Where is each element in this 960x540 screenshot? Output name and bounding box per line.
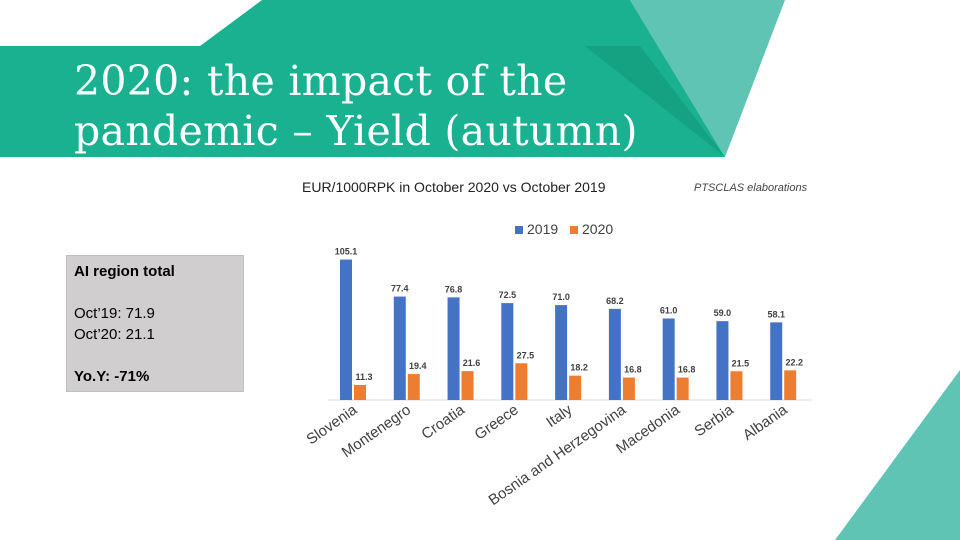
bar-2019-macedonia bbox=[662, 318, 675, 400]
corner-triangle bbox=[835, 370, 960, 540]
bar-2020-macedonia bbox=[676, 377, 689, 400]
bar-2019-bosnia-and-herzegovina bbox=[608, 308, 621, 400]
banner-dark-shape bbox=[0, 0, 725, 157]
summary-yoy: Yo.Y: -71% bbox=[74, 368, 150, 385]
legend-swatch-2019 bbox=[515, 226, 523, 234]
corner-decoration bbox=[835, 370, 960, 540]
title-banner bbox=[0, 0, 785, 157]
summary-heading: AI region total bbox=[74, 263, 175, 280]
bar-2019-croatia bbox=[447, 297, 460, 400]
bar-2019-montenegro bbox=[393, 296, 406, 400]
summary-oct20: Oct’20: 21.1 bbox=[74, 326, 155, 343]
x-tick-label-albania: Albania bbox=[740, 401, 791, 444]
bar-2020-slovenia bbox=[354, 384, 366, 400]
bar-2020-greece bbox=[515, 363, 528, 400]
data-label-2020-serbia: 21.5 bbox=[732, 358, 750, 368]
bar-2020-bosnia-and-herzegovina bbox=[622, 377, 635, 400]
slide-title: 2020: the impact of the pandemic – Yield… bbox=[74, 56, 714, 156]
data-label-2020-macedonia: 16.8 bbox=[678, 365, 696, 375]
slide-title-line1: 2020: the impact of the bbox=[74, 57, 568, 105]
data-label-2020-croatia: 21.6 bbox=[463, 358, 481, 368]
summary-spacer-2 bbox=[74, 345, 236, 366]
bar-2019-italy bbox=[555, 305, 568, 400]
banner-light-triangle bbox=[630, 0, 785, 157]
data-label-2019-slovenia: 105.1 bbox=[335, 247, 358, 257]
yield-bar-chart: 2019 2020105.111.3Slovenia77.419.4Montene… bbox=[303, 221, 812, 509]
source-credit: PTSCLAS elaborations bbox=[694, 182, 808, 194]
data-label-2020-albania: 22.2 bbox=[785, 357, 803, 367]
chart-subtitle: EUR/1000RPK in October 2020 vs October 2… bbox=[302, 179, 606, 195]
data-label-2019-greece: 72.5 bbox=[499, 290, 517, 300]
slide-title-line2: pandemic – Yield (autumn) bbox=[74, 107, 638, 155]
bar-2020-serbia bbox=[730, 371, 743, 400]
bar-2020-montenegro bbox=[407, 374, 420, 400]
data-label-2019-italy: 71.0 bbox=[552, 292, 570, 302]
bar-2019-greece bbox=[501, 303, 514, 400]
data-label-2020-bosnia-and-herzegovina: 16.8 bbox=[624, 365, 642, 375]
data-label-2019-bosnia-and-herzegovina: 68.2 bbox=[606, 296, 624, 306]
x-tick-label-serbia: Serbia bbox=[691, 401, 737, 440]
data-label-2020-italy: 18.2 bbox=[570, 363, 588, 373]
banner-accent-triangle bbox=[585, 46, 725, 157]
summary-oct19: Oct’19: 71.9 bbox=[74, 305, 155, 322]
data-label-2020-montenegro: 19.4 bbox=[409, 361, 427, 371]
bar-2020-croatia bbox=[461, 371, 474, 400]
bar-2020-italy bbox=[569, 375, 582, 400]
data-label-2019-macedonia: 61.0 bbox=[660, 305, 678, 315]
bar-2020-albania bbox=[784, 370, 797, 400]
data-label-2019-montenegro: 77.4 bbox=[391, 284, 409, 294]
legend-label-2020: 2020 bbox=[582, 221, 613, 237]
x-tick-label-croatia: Croatia bbox=[418, 401, 468, 443]
summary-spacer bbox=[74, 282, 236, 303]
x-tick-label-greece: Greece bbox=[472, 401, 522, 443]
data-label-2020-slovenia: 11.3 bbox=[355, 372, 372, 382]
bar-2019-slovenia bbox=[340, 259, 352, 400]
x-tick-label-italy: Italy bbox=[543, 401, 576, 431]
data-label-2019-serbia: 59.0 bbox=[714, 308, 732, 318]
legend-swatch-2020 bbox=[570, 226, 578, 234]
summary-box: AI region total Oct’19: 71.9 Oct’20: 21.… bbox=[66, 255, 244, 392]
bar-2019-serbia bbox=[716, 321, 729, 400]
data-label-2020-greece: 27.5 bbox=[517, 350, 535, 360]
legend-label-2019: 2019 bbox=[527, 221, 558, 237]
bar-2019-albania bbox=[770, 322, 783, 400]
data-label-2019-croatia: 76.8 bbox=[445, 284, 463, 294]
data-label-2019-albania: 58.1 bbox=[767, 309, 785, 319]
